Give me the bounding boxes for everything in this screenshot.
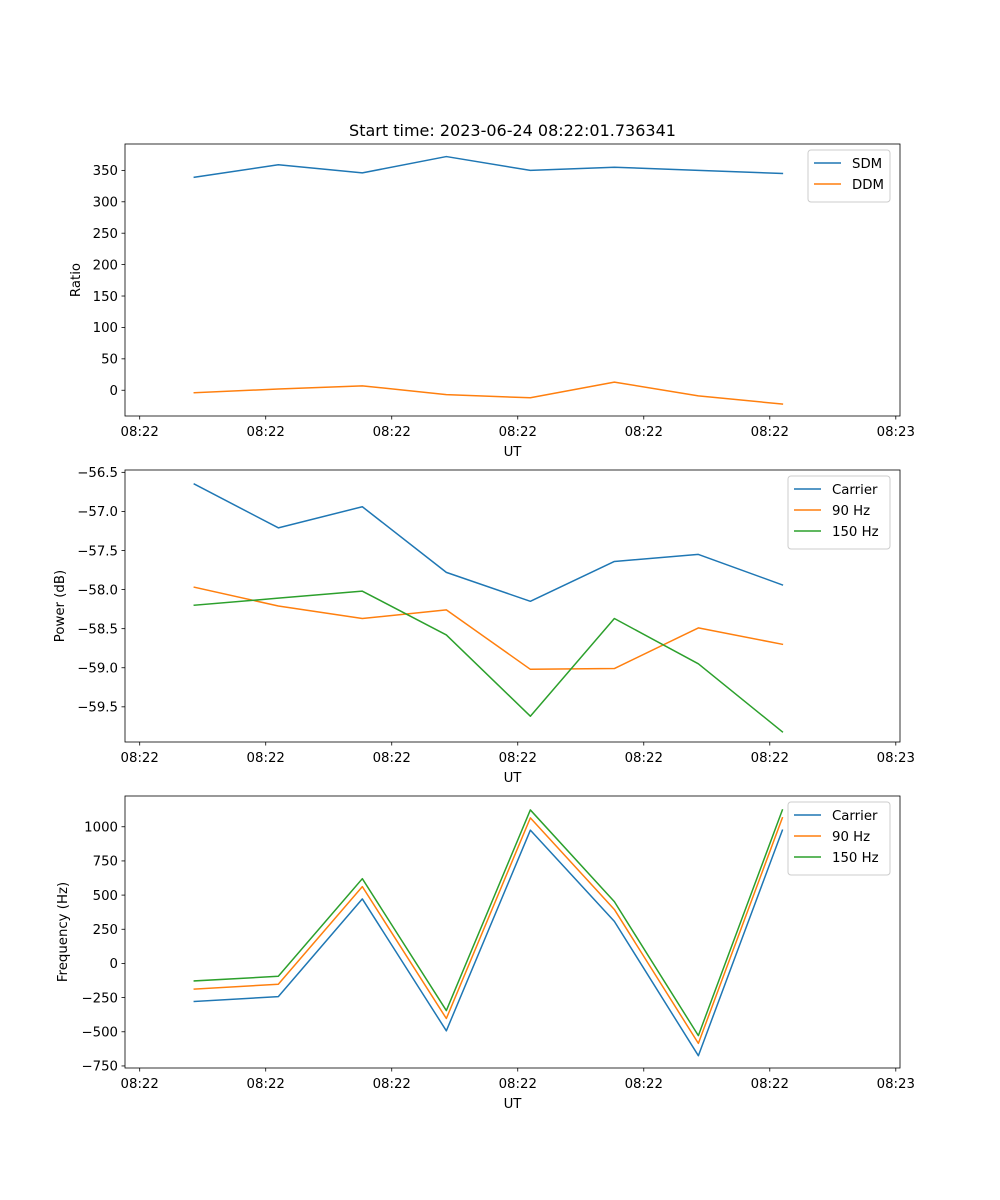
x-tick-label: 08:22 bbox=[625, 1077, 663, 1092]
y-tick-label: −57.0 bbox=[77, 505, 118, 520]
legend: SDM DDM bbox=[807, 149, 891, 203]
series-line-ddm bbox=[193, 381, 784, 405]
y-tick-label: 150 bbox=[93, 290, 118, 305]
y-tick-label: −59.5 bbox=[77, 701, 118, 716]
axes-frame bbox=[124, 469, 901, 743]
y-tick-label: −57.5 bbox=[77, 544, 118, 559]
series-line-150-hz bbox=[193, 590, 784, 733]
chart-panel-1: 08:22 08:22 08:22 08:22 08:22 08:22 08:23 0 50 10… bbox=[69, 143, 915, 460]
y-axis-label: Power (dB) bbox=[53, 570, 68, 642]
y-tick-label: −58.5 bbox=[77, 622, 118, 637]
y-tick-label: −500 bbox=[81, 1026, 118, 1041]
legend-label: DDM bbox=[852, 178, 884, 193]
y-tick-label: 250 bbox=[93, 227, 118, 242]
y-axis-label: Ratio bbox=[69, 263, 84, 297]
series-line-sdm bbox=[193, 155, 784, 179]
legend: Carrier 90 Hz 150 Hz bbox=[787, 475, 891, 550]
y-axis-label: Frequency (Hz) bbox=[56, 882, 71, 982]
y-tick-label: 0 bbox=[110, 957, 118, 972]
x-tick-label: 08:22 bbox=[751, 1077, 789, 1092]
y-tick-label: −58.0 bbox=[77, 583, 118, 598]
chart-panel-2: 08:22 08:22 08:22 08:22 08:22 08:22 08:23 −56.5… bbox=[53, 466, 915, 786]
x-tick-label: 08:22 bbox=[499, 751, 537, 766]
axes-frame bbox=[124, 795, 901, 1069]
legend-label: 90 Hz bbox=[832, 504, 870, 519]
series-line-90-hz bbox=[193, 586, 784, 671]
x-tick-label: 08:22 bbox=[247, 425, 285, 440]
x-tick-label: 08:22 bbox=[121, 751, 159, 766]
legend-label: 150 Hz bbox=[832, 525, 879, 540]
series-line-90-hz bbox=[193, 816, 784, 1045]
y-tick-label: 200 bbox=[93, 258, 118, 273]
x-tick-label: 08:22 bbox=[373, 751, 411, 766]
y-tick-label: 1000 bbox=[84, 821, 118, 836]
y-tick-label: 500 bbox=[93, 889, 118, 904]
x-tick-label: 08:22 bbox=[121, 425, 159, 440]
x-tick-label: 08:22 bbox=[373, 1077, 411, 1092]
series-line-carrier bbox=[193, 483, 784, 603]
legend-label: SDM bbox=[852, 157, 882, 172]
y-tick-label: 50 bbox=[101, 353, 118, 368]
x-tick-label: 08:22 bbox=[499, 425, 537, 440]
x-tick-label: 08:23 bbox=[877, 751, 915, 766]
legend-label: Carrier bbox=[832, 483, 878, 498]
x-axis-label: UT bbox=[504, 445, 523, 460]
figure-title: Start time: 2023-06-24 08:22:01.736341 bbox=[349, 121, 676, 140]
y-tick-label: 100 bbox=[93, 321, 118, 336]
y-tick-label: −250 bbox=[81, 991, 118, 1006]
x-tick-label: 08:22 bbox=[373, 425, 411, 440]
y-tick-label: −59.0 bbox=[77, 662, 118, 677]
y-tick-label: −56.5 bbox=[77, 466, 118, 481]
series-line-carrier bbox=[193, 829, 784, 1057]
y-tick-label: −750 bbox=[81, 1060, 118, 1075]
x-tick-label: 08:22 bbox=[247, 1077, 285, 1092]
x-tick-label: 08:22 bbox=[625, 751, 663, 766]
y-tick-label: 0 bbox=[110, 384, 118, 399]
x-tick-label: 08:22 bbox=[121, 1077, 159, 1092]
legend-label: 90 Hz bbox=[832, 830, 870, 845]
x-tick-label: 08:23 bbox=[877, 1077, 915, 1092]
y-tick-label: 300 bbox=[93, 196, 118, 211]
x-tick-label: 08:22 bbox=[247, 751, 285, 766]
x-tick-label: 08:22 bbox=[499, 1077, 537, 1092]
series-line-150-hz bbox=[193, 808, 784, 1037]
x-tick-label: 08:22 bbox=[751, 751, 789, 766]
y-tick-label: 250 bbox=[93, 923, 118, 938]
x-tick-label: 08:22 bbox=[751, 425, 789, 440]
x-axis-label: UT bbox=[504, 1097, 523, 1112]
x-tick-label: 08:22 bbox=[625, 425, 663, 440]
legend-label: 150 Hz bbox=[832, 851, 879, 866]
legend-label: Carrier bbox=[832, 809, 878, 824]
legend: Carrier 90 Hz 150 Hz bbox=[787, 801, 891, 876]
y-tick-label: 750 bbox=[93, 855, 118, 870]
x-axis-label: UT bbox=[504, 771, 523, 786]
y-tick-label: 350 bbox=[93, 164, 118, 179]
chart-panel-3: 08:22 08:22 08:22 08:22 08:22 08:22 08:23 1000 7… bbox=[56, 795, 915, 1112]
x-tick-label: 08:23 bbox=[877, 425, 915, 440]
axes-frame bbox=[124, 143, 901, 417]
